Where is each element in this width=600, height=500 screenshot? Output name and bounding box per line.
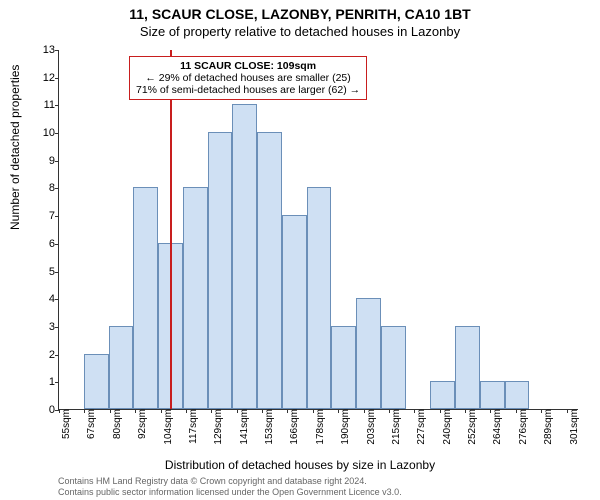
histogram-bar [356,298,381,409]
x-tick-mark [110,409,111,413]
x-tick-label: 264sqm [490,409,503,445]
x-tick-label: 178sqm [313,409,326,445]
x-tick-label: 276sqm [516,409,529,445]
x-tick-mark [364,409,365,413]
y-tick-mark [55,382,59,383]
callout-line-2: ← 29% of detached houses are smaller (25… [136,72,360,84]
footer-line-2: Contains public sector information licen… [58,487,402,498]
x-axis-label: Distribution of detached houses by size … [0,458,600,472]
y-axis-label: Number of detached properties [8,65,22,230]
histogram-bar [430,381,455,409]
x-tick-label: 129sqm [211,409,224,445]
x-tick-label: 55sqm [59,409,72,439]
histogram-chart: 01234567891011121355sqm67sqm80sqm92sqm10… [58,50,578,410]
reference-line [170,50,172,409]
x-tick-mark [338,409,339,413]
y-tick-mark [55,188,59,189]
y-tick-mark [55,161,59,162]
x-tick-mark [135,409,136,413]
page-subtitle: Size of property relative to detached ho… [0,22,600,43]
x-tick-label: 117sqm [186,409,199,444]
y-tick-mark [55,105,59,106]
x-tick-label: 190sqm [338,409,351,445]
x-tick-label: 166sqm [287,409,300,445]
y-tick-mark [55,355,59,356]
histogram-bar [505,381,530,409]
y-tick-mark [55,244,59,245]
x-tick-mark [262,409,263,413]
histogram-bar [307,187,332,409]
histogram-bar [331,326,356,409]
x-tick-mark [84,409,85,413]
y-tick-mark [55,216,59,217]
y-tick-mark [55,272,59,273]
x-tick-mark [567,409,568,413]
histogram-bar [208,132,233,409]
x-tick-mark [211,409,212,413]
histogram-bar [133,187,158,409]
x-tick-mark [541,409,542,413]
histogram-bar [455,326,480,409]
histogram-bar [257,132,282,409]
x-tick-label: 289sqm [541,409,554,445]
histogram-bar [480,381,505,409]
histogram-bar [109,326,134,409]
x-tick-mark [440,409,441,413]
y-tick-mark [55,78,59,79]
x-tick-label: 215sqm [389,409,402,445]
x-tick-label: 67sqm [84,409,97,439]
x-tick-label: 203sqm [364,409,377,445]
x-tick-label: 92sqm [135,409,148,439]
x-tick-label: 80sqm [110,409,123,439]
histogram-bar [183,187,208,409]
x-tick-mark [516,409,517,413]
footer-line-1: Contains HM Land Registry data © Crown c… [58,476,402,487]
footer-attribution: Contains HM Land Registry data © Crown c… [58,476,402,498]
x-tick-label: 301sqm [567,409,580,445]
x-tick-mark [313,409,314,413]
histogram-bar [381,326,406,409]
x-tick-mark [414,409,415,413]
callout-line-1: 11 SCAUR CLOSE: 109sqm [136,60,360,72]
x-tick-label: 153sqm [262,409,275,445]
x-tick-mark [490,409,491,413]
x-tick-mark [59,409,60,413]
x-tick-label: 141sqm [237,409,250,445]
page-title: 11, SCAUR CLOSE, LAZONBY, PENRITH, CA10 … [0,0,600,22]
y-tick-mark [55,299,59,300]
x-tick-label: 227sqm [414,409,427,445]
x-tick-mark [389,409,390,413]
x-tick-mark [237,409,238,413]
callout-box: 11 SCAUR CLOSE: 109sqm← 29% of detached … [129,56,367,100]
y-tick-mark [55,133,59,134]
histogram-bar [232,104,257,409]
x-tick-label: 104sqm [161,409,174,445]
x-tick-label: 252sqm [465,409,478,445]
x-tick-label: 240sqm [440,409,453,445]
histogram-bar [84,354,109,409]
histogram-bar [282,215,307,409]
x-tick-mark [186,409,187,413]
y-tick-mark [55,327,59,328]
x-tick-mark [287,409,288,413]
callout-line-3: 71% of semi-detached houses are larger (… [136,84,360,96]
x-tick-mark [465,409,466,413]
x-tick-mark [161,409,162,413]
y-tick-mark [55,50,59,51]
